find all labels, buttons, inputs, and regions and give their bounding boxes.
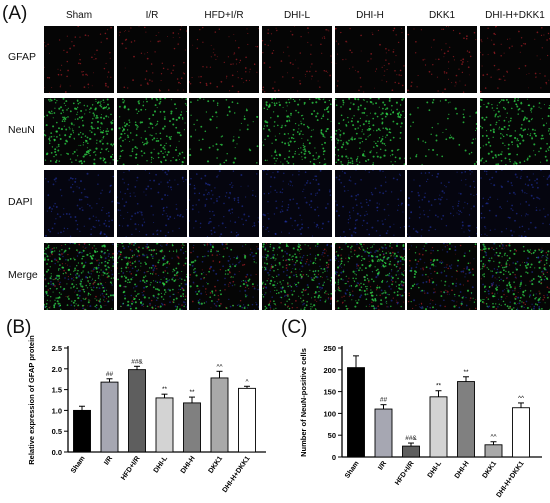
neun-chart-significance-label: ##& [405, 435, 417, 442]
neun-chart-bar [457, 381, 475, 458]
neun-chart-bar [429, 396, 448, 458]
micrograph-gfap-sham [44, 26, 114, 93]
gfap-chart-bar [100, 381, 119, 453]
gfap-chart-x-tick-label: DHI-H+DKK1 [221, 455, 251, 494]
micrograph-gfap-i-r [117, 26, 187, 93]
row-label-neun: NeuN [8, 124, 35, 136]
neun-chart-x-tick-label: DHI-L [427, 460, 444, 480]
neun-chart-y-tick-label: 0 [332, 453, 336, 462]
micrograph-merge-dhi-l [262, 243, 332, 310]
gfap-chart-bar [183, 402, 201, 453]
gfap-chart-x-tick-label: DKK1 [207, 455, 224, 475]
gfap-chart-y-tick-label: 1.5 [52, 386, 62, 395]
neun-chart-significance-label: ^^ [490, 434, 497, 441]
micrograph-merge-dhi-h [335, 243, 405, 310]
row-label-dapi: DAPI [8, 196, 33, 208]
micrograph-dapi-sham [44, 170, 114, 237]
gfap-chart-bar [238, 387, 256, 453]
gfap-chart-x-tick-label: Sham [70, 455, 87, 475]
neun-chart-x-tick-label: Sham [344, 460, 361, 480]
neun-chart-bar [512, 407, 530, 458]
micrograph-gfap-hfd-i-r [189, 26, 259, 93]
neun-chart-x-tick-label: I/R [377, 460, 388, 471]
micrograph-neun-dhi-h [335, 98, 405, 165]
neun-chart-bar [347, 367, 365, 458]
neun-chart-x-tick-label: DHI-H [454, 460, 471, 480]
neun-chart-significance-label: ** [463, 369, 469, 376]
micrograph-dapi-dkk1 [407, 170, 477, 237]
neun-chart-significance-label: ## [380, 397, 388, 404]
gfap-chart-x-tick-label: DHI-H [180, 455, 197, 475]
panel-a-label: (A) [2, 3, 28, 24]
micrograph-gfap-dkk1 [407, 26, 477, 93]
gfap-chart-bar [210, 377, 229, 453]
gfap-chart-x-tick-label: HFD+I/R [120, 455, 141, 481]
gfap-chart-bar [128, 369, 146, 453]
neun-chart-bar [484, 444, 503, 458]
neun-chart-y-tick-label: 100 [323, 409, 336, 418]
neun-chart-y-tick-label: 250 [323, 344, 336, 353]
gfap-chart-x-tick-label: DHI-L [153, 455, 170, 475]
neun-chart-bar [402, 445, 420, 458]
row-label-gfap: GFAP [8, 51, 37, 63]
gfap-expression-chart: 0.0 0.5 1.0 1.5 2.0 2.5 Relative expression of… [27, 335, 266, 494]
neun-chart-significance-label: ** [436, 383, 442, 390]
panel-b-label: (B) [6, 317, 32, 338]
micrograph-dapi-dhi-h-dkk1 [480, 170, 550, 237]
micrograph-neun-sham [44, 98, 114, 165]
micrograph-neun-hfd-i-r [189, 98, 259, 165]
micrograph-neun-dhi-h-dkk1 [480, 98, 550, 165]
gfap-chart-y-tick-label: 2.0 [52, 365, 62, 374]
neun-chart-x-tick-label: DHI-H+DKK1 [495, 460, 525, 499]
micrograph-neun-dkk1 [407, 98, 477, 165]
gfap-chart-bar [155, 397, 174, 453]
row-label-merge: Merge [8, 269, 38, 281]
gfap-chart-significance-label: ## [106, 371, 114, 378]
neun-count-chart: 0 50 100 150 200 250 Number of NeuN-positive c… [299, 344, 542, 499]
micrograph-merge-dkk1 [407, 243, 477, 310]
micrograph-gfap-dhi-l [262, 26, 332, 93]
column-header-dhi-h-dkk1: DHI-H+DKK1 [485, 10, 545, 21]
micrograph-dapi-dhi-l [262, 170, 332, 237]
micrograph-gfap-dhi-h-dkk1 [480, 26, 550, 93]
gfap-chart-bar [73, 409, 91, 453]
gfap-chart-y-tick-label: 2.5 [52, 344, 62, 353]
column-header-ir: I/R [145, 10, 159, 21]
micrograph-merge-i-r [117, 243, 187, 310]
micrograph-merge-dhi-h-dkk1 [480, 243, 550, 310]
micrograph-dapi-hfd-i-r [189, 170, 259, 237]
neun-chart-y-tick-label: 200 [323, 366, 336, 375]
micrograph-dapi-i-r [117, 170, 187, 237]
column-header-dkk1: DKK1 [428, 10, 456, 21]
neun-chart-significance-label: ^^ [518, 395, 525, 402]
gfap-chart-y-tick-label: 1.0 [52, 406, 62, 415]
micrograph-dapi-dhi-h [335, 170, 405, 237]
gfap-chart-significance-label: ** [189, 389, 195, 396]
neun-chart-y-tick-label: 50 [328, 431, 336, 440]
micrograph-merge-sham [44, 243, 114, 310]
gfap-chart-significance-label: ##& [131, 358, 143, 365]
neun-chart-y-axis-label: Number of NeuN-positive cells [299, 348, 308, 457]
gfap-chart-y-axis-label: Relative expression of GFAP protein [27, 335, 36, 465]
micrograph-gfap-dhi-h [335, 26, 405, 93]
neun-chart-y-tick-label: 150 [323, 388, 336, 397]
neun-chart-x-tick-label: DKK1 [481, 460, 498, 480]
column-header-dhi-l: DHI-L [283, 10, 311, 21]
column-header-hfd-ir: HFD+I/R [204, 10, 244, 21]
gfap-chart-significance-label: ^^ [216, 363, 223, 370]
gfap-chart-y-tick-label: 0.0 [52, 448, 62, 457]
gfap-chart-significance-label: ** [162, 386, 168, 393]
column-header-sham: Sham [65, 10, 93, 21]
gfap-chart-y-tick-label: 0.5 [52, 427, 62, 436]
gfap-chart-x-tick-label: I/R [103, 455, 114, 466]
micrograph-merge-hfd-i-r [189, 243, 259, 310]
column-header-dhi-h: DHI-H [356, 10, 384, 21]
neun-chart-x-tick-label: HFD+I/R [394, 460, 415, 486]
gfap-chart-significance-label: ^ [245, 378, 249, 385]
panel-c-label: (C) [281, 317, 308, 338]
micrograph-neun-dhi-l [262, 98, 332, 165]
micrograph-neun-i-r [117, 98, 187, 165]
neun-chart-bar [374, 408, 393, 458]
